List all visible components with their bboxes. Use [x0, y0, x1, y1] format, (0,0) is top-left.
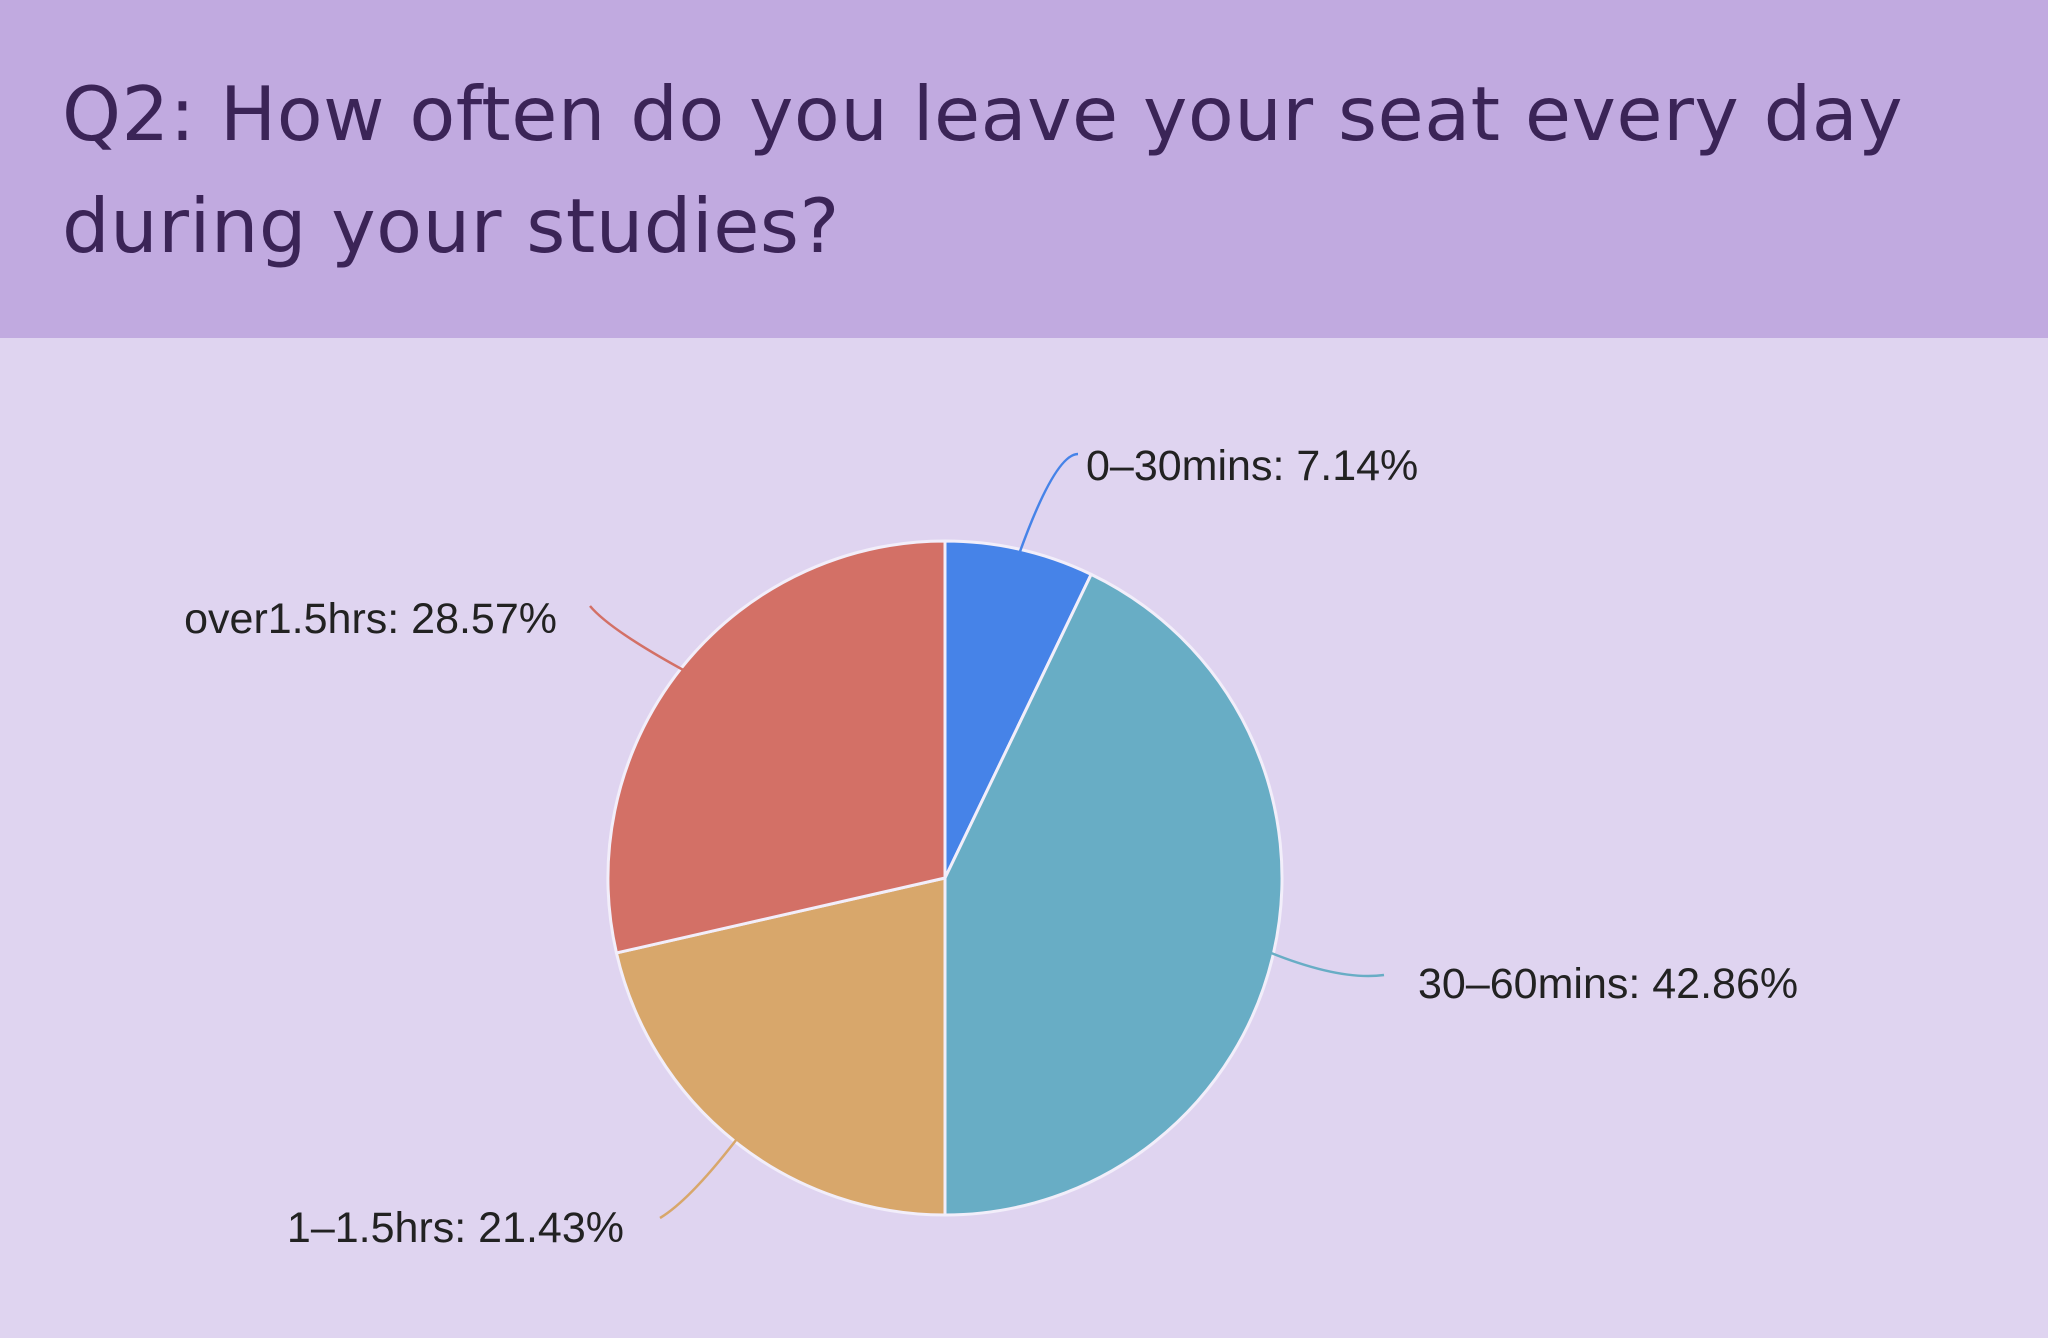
- slice-label-1-1-5hrs: 1–1.5hrs: 21.43%: [287, 1204, 624, 1252]
- title-banner: Q2: How often do you leave your seat eve…: [0, 0, 2048, 338]
- leader-line-30-60mins: [1267, 950, 1385, 978]
- chart-title: Q2: How often do you leave your seat eve…: [62, 70, 1904, 270]
- pie-chart: 0–30mins: 7.14% 30–60mins: 42.86% 1–1.5hrs…: [184, 442, 1798, 1252]
- leader-lines: [589, 452, 1385, 1220]
- slice-labels: 0–30mins: 7.14% 30–60mins: 42.86% 1–1.5hrs…: [184, 442, 1798, 1252]
- leader-line-1-1-5hrs: [659, 1136, 740, 1220]
- slice-label-over1-5hrs: over1.5hrs: 28.57%: [184, 595, 557, 643]
- leader-line-over1-5hrs: [589, 605, 687, 673]
- slice-label-0-30mins: 0–30mins: 7.14%: [1086, 442, 1418, 490]
- slice-label-30-60mins: 30–60mins: 42.86%: [1418, 960, 1798, 1008]
- chart-area: 0–30mins: 7.14% 30–60mins: 42.86% 1–1.5hrs…: [0, 338, 2048, 1338]
- pie-slices: [606, 539, 1284, 1217]
- leader-line-0-30mins: [1017, 452, 1079, 556]
